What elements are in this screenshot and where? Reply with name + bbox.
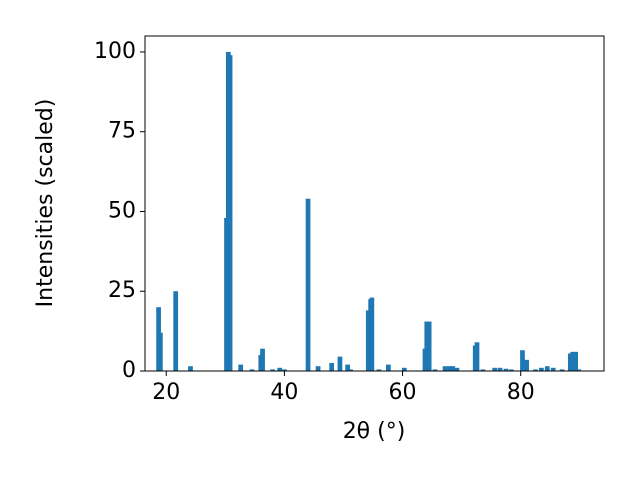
bar bbox=[508, 369, 514, 371]
bar bbox=[550, 367, 556, 371]
bar bbox=[450, 366, 456, 371]
bar bbox=[329, 363, 335, 371]
bar bbox=[376, 369, 382, 371]
x-tick-label: 40 bbox=[270, 380, 298, 405]
bar bbox=[544, 366, 550, 371]
bar bbox=[401, 367, 407, 371]
bar bbox=[277, 367, 283, 371]
y-axis-label: Intensities (scaled) bbox=[33, 99, 58, 308]
bar bbox=[503, 368, 509, 371]
bar bbox=[348, 369, 353, 371]
bar bbox=[480, 369, 486, 371]
x-tick-label: 60 bbox=[389, 380, 417, 405]
bar bbox=[315, 366, 321, 371]
bar bbox=[497, 367, 503, 371]
x-axis-label: 2θ (°) bbox=[343, 419, 406, 444]
y-tick-label: 50 bbox=[108, 198, 136, 223]
bar bbox=[249, 369, 255, 371]
x-tick-label: 80 bbox=[507, 380, 535, 405]
plot-frame bbox=[144, 35, 605, 372]
bar bbox=[576, 369, 581, 371]
bar bbox=[454, 367, 460, 371]
bar bbox=[447, 366, 453, 371]
bar bbox=[369, 297, 375, 371]
bar bbox=[539, 367, 544, 371]
y-tick-label: 0 bbox=[122, 358, 136, 383]
bar bbox=[570, 351, 576, 371]
bar bbox=[188, 366, 193, 371]
bar bbox=[533, 369, 538, 371]
bar bbox=[282, 369, 287, 371]
y-tick-label: 75 bbox=[108, 119, 136, 144]
bar bbox=[442, 366, 448, 371]
bar bbox=[474, 342, 480, 371]
bar bbox=[337, 356, 343, 371]
bar bbox=[520, 350, 525, 371]
bar bbox=[559, 369, 565, 371]
bar bbox=[305, 198, 311, 371]
bar bbox=[426, 321, 432, 371]
y-tick-label: 100 bbox=[94, 39, 136, 64]
bar bbox=[260, 348, 265, 371]
bar bbox=[157, 332, 163, 371]
bar bbox=[573, 351, 579, 371]
bar bbox=[270, 369, 275, 371]
x-tick-label: 20 bbox=[152, 380, 180, 405]
bar bbox=[524, 359, 529, 371]
bar bbox=[386, 364, 391, 371]
bar bbox=[238, 364, 244, 371]
bar bbox=[345, 364, 350, 371]
bar bbox=[424, 321, 430, 371]
y-tick-label: 25 bbox=[108, 278, 136, 303]
bar bbox=[432, 369, 438, 371]
bar bbox=[227, 55, 233, 372]
bar bbox=[492, 367, 498, 371]
bar bbox=[173, 291, 179, 371]
